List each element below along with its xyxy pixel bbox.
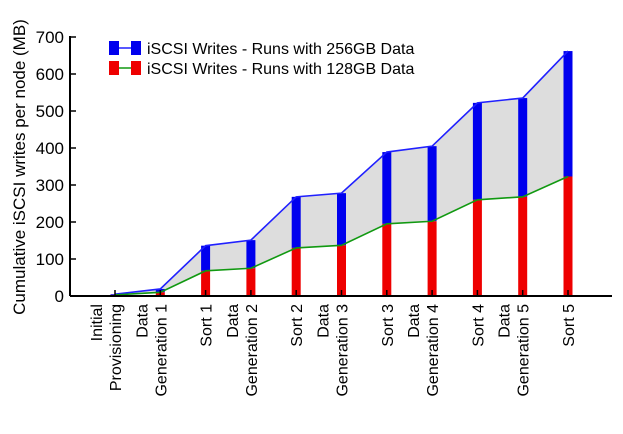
bar-128gb-3	[201, 270, 211, 296]
legend-swatch-right-256gb	[131, 41, 141, 55]
y-tick-label-700: 700	[36, 28, 64, 47]
y-axis-label: Cumulative iSCSI writes per node (MB)	[10, 19, 29, 315]
bar-128gb-11	[563, 176, 573, 296]
bar-128gb-4	[246, 268, 256, 296]
x-label-8-line-1: Data	[406, 304, 423, 338]
y-tick-label-600: 600	[36, 65, 64, 84]
y-tick-label-0: 0	[55, 287, 64, 306]
x-label-6: Data Generation 3	[316, 304, 352, 397]
series-lines-group	[114, 50, 569, 296]
x-label-2-line-2: Generation 1	[153, 304, 170, 397]
bar-128gb-5	[291, 247, 301, 296]
series-line-128gb	[114, 175, 569, 296]
bar-128gb-9	[472, 199, 482, 296]
y-tick-label-200: 200	[36, 213, 64, 232]
x-label-9: Sort 4	[470, 304, 487, 347]
bar-256gb-7	[382, 152, 392, 224]
x-label-7-line-1: Sort 3	[380, 304, 397, 347]
bar-256gb-3	[201, 245, 211, 271]
legend: iSCSI Writes - Runs with 256GB Data iSCSI…	[109, 41, 414, 78]
y-ticks-group: 0 100 200 300 400 500 600 700	[36, 28, 76, 306]
x-label-8: Data Generation 4	[406, 304, 442, 397]
x-label-5: Sort 2	[289, 304, 306, 347]
x-label-2-line-1: Data	[134, 304, 151, 338]
bar-256gb-6	[337, 193, 346, 246]
x-label-1-line-1: Initial	[89, 304, 106, 341]
x-label-2: Data Generation 1	[134, 304, 170, 397]
y-tick-label-100: 100	[36, 250, 64, 269]
y-tick-label-500: 500	[36, 102, 64, 121]
bar-128gb-6	[337, 245, 346, 296]
x-label-3-line-1: Sort 1	[199, 304, 216, 347]
y-tick-label-300: 300	[36, 176, 64, 195]
x-label-3: Sort 1	[199, 304, 216, 347]
bar-256gb-11	[563, 51, 573, 177]
x-label-10-line-1: Data	[497, 304, 514, 338]
bar-128gb-7	[382, 223, 392, 296]
bars-group	[110, 51, 573, 296]
x-label-9-line-1: Sort 4	[470, 304, 487, 347]
x-label-5-line-1: Sort 2	[289, 304, 306, 347]
legend-label-256gb: iSCSI Writes - Runs with 256GB Data	[147, 41, 414, 58]
x-label-10: Data Generation 5	[497, 304, 533, 397]
x-label-1-line-2: Provisioning	[108, 304, 125, 391]
legend-swatch-left-256gb	[109, 41, 119, 55]
bar-256gb-4	[246, 240, 256, 269]
x-label-6-line-2: Generation 3	[335, 304, 352, 397]
legend-swatch-left-128gb	[109, 61, 119, 75]
x-label-6-line-1: Data	[316, 304, 333, 338]
bar-256gb-5	[291, 196, 301, 248]
x-label-10-line-2: Generation 5	[516, 304, 533, 397]
x-label-8-line-2: Generation 4	[425, 304, 442, 397]
x-label-4-line-1: Data	[225, 304, 242, 338]
x-label-11-line-1: Sort 5	[561, 304, 578, 347]
x-label-11: Sort 5	[561, 304, 578, 347]
x-labels-group: Initial Provisioning Data Generation 1 Sort …	[89, 290, 578, 397]
x-label-7: Sort 3	[380, 304, 397, 347]
x-label-4-line-2: Generation 2	[244, 304, 261, 397]
bar-256gb-10	[518, 98, 528, 197]
legend-swatch-right-128gb	[131, 61, 141, 75]
series-line-256gb	[114, 50, 569, 295]
bar-128gb-8	[427, 221, 437, 296]
bar-256gb-9	[472, 102, 482, 200]
bar-256gb-8	[427, 146, 437, 222]
x-label-4: Data Generation 2	[225, 304, 261, 397]
y-tick-label-400: 400	[36, 139, 64, 158]
legend-label-128gb: iSCSI Writes - Runs with 128GB Data	[147, 61, 414, 78]
x-label-1: Initial Provisioning	[89, 304, 125, 391]
bar-128gb-10	[518, 196, 528, 296]
